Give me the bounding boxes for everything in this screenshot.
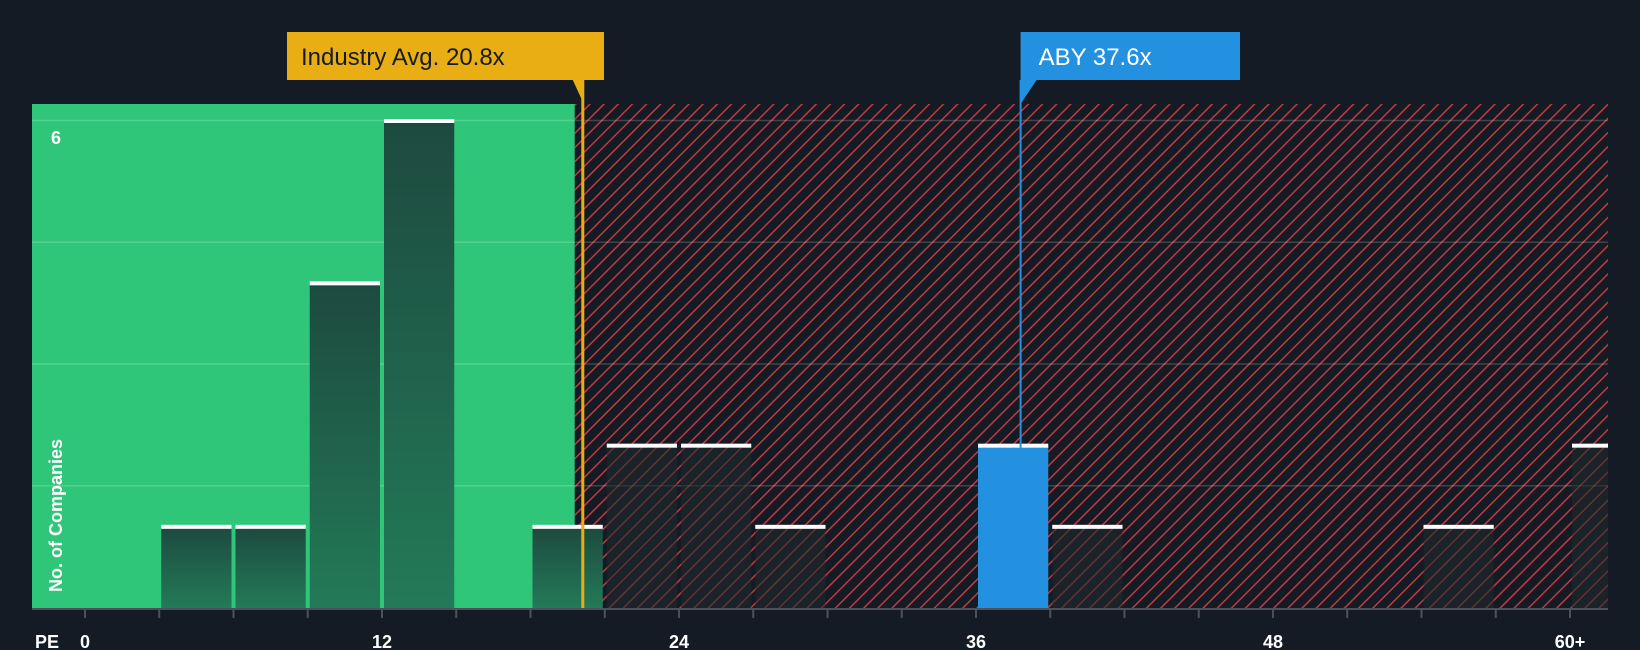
company-pe-callout: ABY 37.6x	[1020, 32, 1240, 104]
x-tick-label-0: 0	[80, 632, 90, 650]
bar-1	[235, 526, 306, 608]
bar-7	[755, 526, 826, 608]
reference-lines	[581, 80, 1022, 608]
bar-top-0	[161, 524, 232, 529]
x-tick-label-3: 36	[966, 632, 986, 650]
bar-top-11	[1572, 443, 1608, 448]
y-axis-label: No. of Companies	[46, 439, 66, 592]
bar-4	[532, 526, 603, 608]
bar-11	[1572, 445, 1608, 608]
x-axis-label: PE	[35, 632, 59, 650]
company-pe-label: ABY 37.6x	[1039, 44, 1152, 71]
bar-top-2	[309, 281, 380, 286]
bar-6	[681, 445, 752, 608]
bar-10	[1423, 526, 1494, 608]
bar-top-6	[681, 443, 752, 448]
x-tick-label-4: 48	[1263, 632, 1283, 650]
bar-top-10	[1423, 524, 1494, 529]
bar-0	[161, 526, 232, 608]
fair-value-zone	[32, 104, 575, 608]
bar-top-1	[235, 524, 306, 529]
x-axis: 0 12 24 36 48 60+	[32, 608, 1608, 650]
gridlines	[32, 119, 1608, 487]
bar-5	[606, 445, 677, 608]
bar-top-7	[755, 524, 826, 529]
company-pe-box	[1020, 32, 1240, 104]
industry-avg-label: Industry Avg. 20.8x	[301, 44, 505, 71]
bar-top-8	[978, 443, 1049, 448]
bars	[161, 119, 1608, 608]
x-tick-label-5: 60+	[1555, 632, 1586, 650]
bar-8	[978, 445, 1049, 608]
x-tick-label-1: 12	[372, 632, 392, 650]
bar-top-5	[606, 443, 677, 448]
bar-2	[309, 283, 380, 608]
x-tick-label-2: 24	[669, 632, 689, 650]
industry-avg-callout: Industry Avg. 20.8x	[287, 32, 604, 104]
industry-avg-box	[287, 32, 604, 104]
y-tick-label-6: 6	[51, 128, 61, 148]
bar-3	[384, 121, 455, 608]
bar-9	[1052, 526, 1123, 608]
labels: No. of Companies 6 PE	[35, 128, 66, 650]
bar-top-4	[532, 524, 603, 529]
bar-top-3	[384, 119, 455, 123]
bar-top-9	[1052, 524, 1123, 529]
